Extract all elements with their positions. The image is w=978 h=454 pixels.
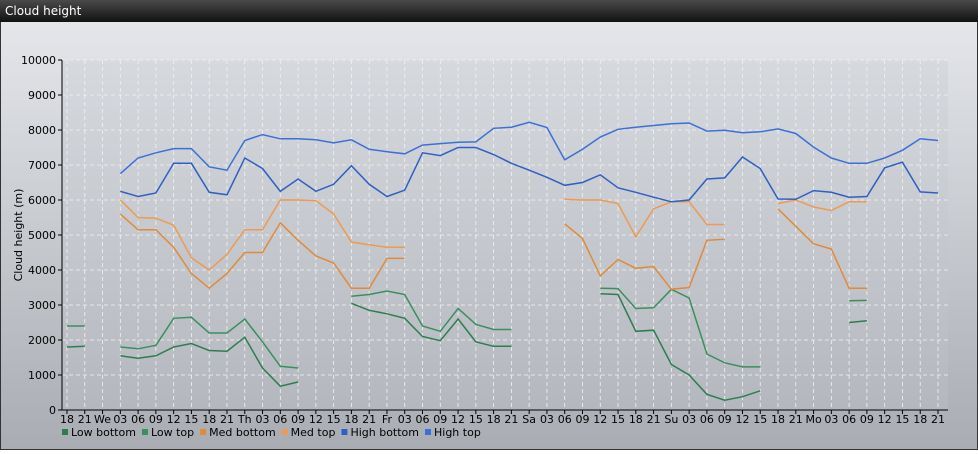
- x-tick-label: 18: [771, 413, 785, 426]
- x-tick-label: 12: [451, 413, 465, 426]
- x-tick-label: 09: [433, 413, 447, 426]
- x-tick-label: 21: [504, 413, 518, 426]
- series-line: [120, 146, 939, 203]
- x-tick-label: 18: [913, 413, 927, 426]
- x-tick-label: 18: [202, 413, 216, 426]
- legend-label: High top: [434, 426, 481, 439]
- legend-label: Med top: [291, 426, 336, 439]
- x-tick-label: 21: [362, 413, 376, 426]
- series-line: [119, 208, 867, 291]
- y-tick-label: 5000: [28, 229, 56, 242]
- x-tick-label: 21: [931, 413, 945, 426]
- x-tick-label: 18: [60, 413, 74, 426]
- x-tick-label: 09: [291, 413, 305, 426]
- x-tick-label: 06: [700, 413, 714, 426]
- x-tick-label: 06: [131, 413, 145, 426]
- series-line: [67, 287, 867, 369]
- x-tick-label: 15: [327, 413, 341, 426]
- x-tick-label: Sa: [522, 413, 536, 426]
- title-bar: [0, 0, 978, 22]
- x-tick-label: 09: [575, 413, 589, 426]
- x-tick-label: 18: [344, 413, 358, 426]
- y-tick-label: 0: [49, 404, 56, 417]
- x-tick-label: 12: [735, 413, 749, 426]
- legend-label: Low top: [151, 426, 194, 439]
- y-tick-label: 8000: [28, 124, 56, 137]
- x-tick-label: 15: [895, 413, 909, 426]
- x-tick-label: 12: [593, 413, 607, 426]
- x-tick-label: 06: [558, 413, 572, 426]
- x-tick-label: 21: [789, 413, 803, 426]
- legend-swatch: [141, 429, 148, 435]
- y-tick-label: 4000: [28, 264, 56, 277]
- series-line: [119, 121, 939, 175]
- x-tick-label: 15: [611, 413, 625, 426]
- x-tick-label: 18: [629, 413, 643, 426]
- x-tick-label: 12: [167, 413, 181, 426]
- y-tick-label: 3000: [28, 299, 56, 312]
- x-tick-label: Fr: [382, 413, 393, 426]
- y-tick-label: 9000: [28, 89, 56, 102]
- x-tick-label: 09: [718, 413, 732, 426]
- x-tick-label: 21: [78, 413, 92, 426]
- y-tick-label: 10000: [21, 54, 56, 67]
- x-tick-label: 21: [220, 413, 234, 426]
- x-tick-label: 15: [469, 413, 483, 426]
- chart-title: Cloud height: [5, 4, 82, 18]
- legend-label: Med bottom: [209, 426, 276, 439]
- x-tick-label: Su: [664, 413, 678, 426]
- x-tick-label: 09: [149, 413, 163, 426]
- x-tick-label: Mo: [805, 413, 821, 426]
- legend-swatch: [281, 429, 288, 435]
- x-tick-label: 15: [184, 413, 198, 426]
- x-tick-label: 06: [416, 413, 430, 426]
- x-tick-label: 09: [860, 413, 874, 426]
- x-tick-label: 15: [753, 413, 767, 426]
- x-tick-label: Th: [237, 413, 252, 426]
- y-tick-label: 6000: [28, 194, 56, 207]
- y-tick-label: 7000: [28, 159, 56, 172]
- legend-swatch: [425, 429, 431, 435]
- legend-label: Low bottom: [71, 426, 136, 439]
- series-line: [66, 293, 867, 401]
- series-line: [119, 198, 867, 271]
- x-tick-label: 03: [398, 413, 412, 426]
- legend-label: High bottom: [350, 426, 419, 439]
- x-tick-label: 06: [842, 413, 856, 426]
- x-tick-label: 18: [487, 413, 501, 426]
- x-tick-label: 03: [824, 413, 838, 426]
- x-tick-label: 12: [878, 413, 892, 426]
- y-axis-title: Cloud height (m): [12, 189, 25, 282]
- x-tick-label: 03: [256, 413, 270, 426]
- x-tick-label: 06: [273, 413, 287, 426]
- x-tick-label: 12: [309, 413, 323, 426]
- x-tick-label: 03: [113, 413, 127, 426]
- x-tick-label: 03: [540, 413, 554, 426]
- legend-swatch: [62, 429, 68, 435]
- y-tick-label: 1000: [28, 369, 56, 382]
- x-tick-label: 03: [682, 413, 696, 426]
- legend-swatch: [341, 429, 348, 435]
- legend-swatch: [200, 429, 207, 435]
- x-tick-label: 21: [647, 413, 661, 426]
- x-tick-label: We: [94, 413, 111, 426]
- y-tick-label: 2000: [28, 334, 56, 347]
